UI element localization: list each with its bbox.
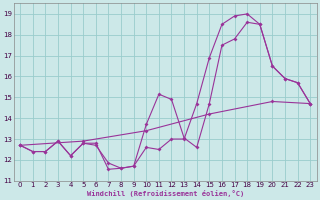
X-axis label: Windchill (Refroidissement éolien,°C): Windchill (Refroidissement éolien,°C) <box>87 190 244 197</box>
